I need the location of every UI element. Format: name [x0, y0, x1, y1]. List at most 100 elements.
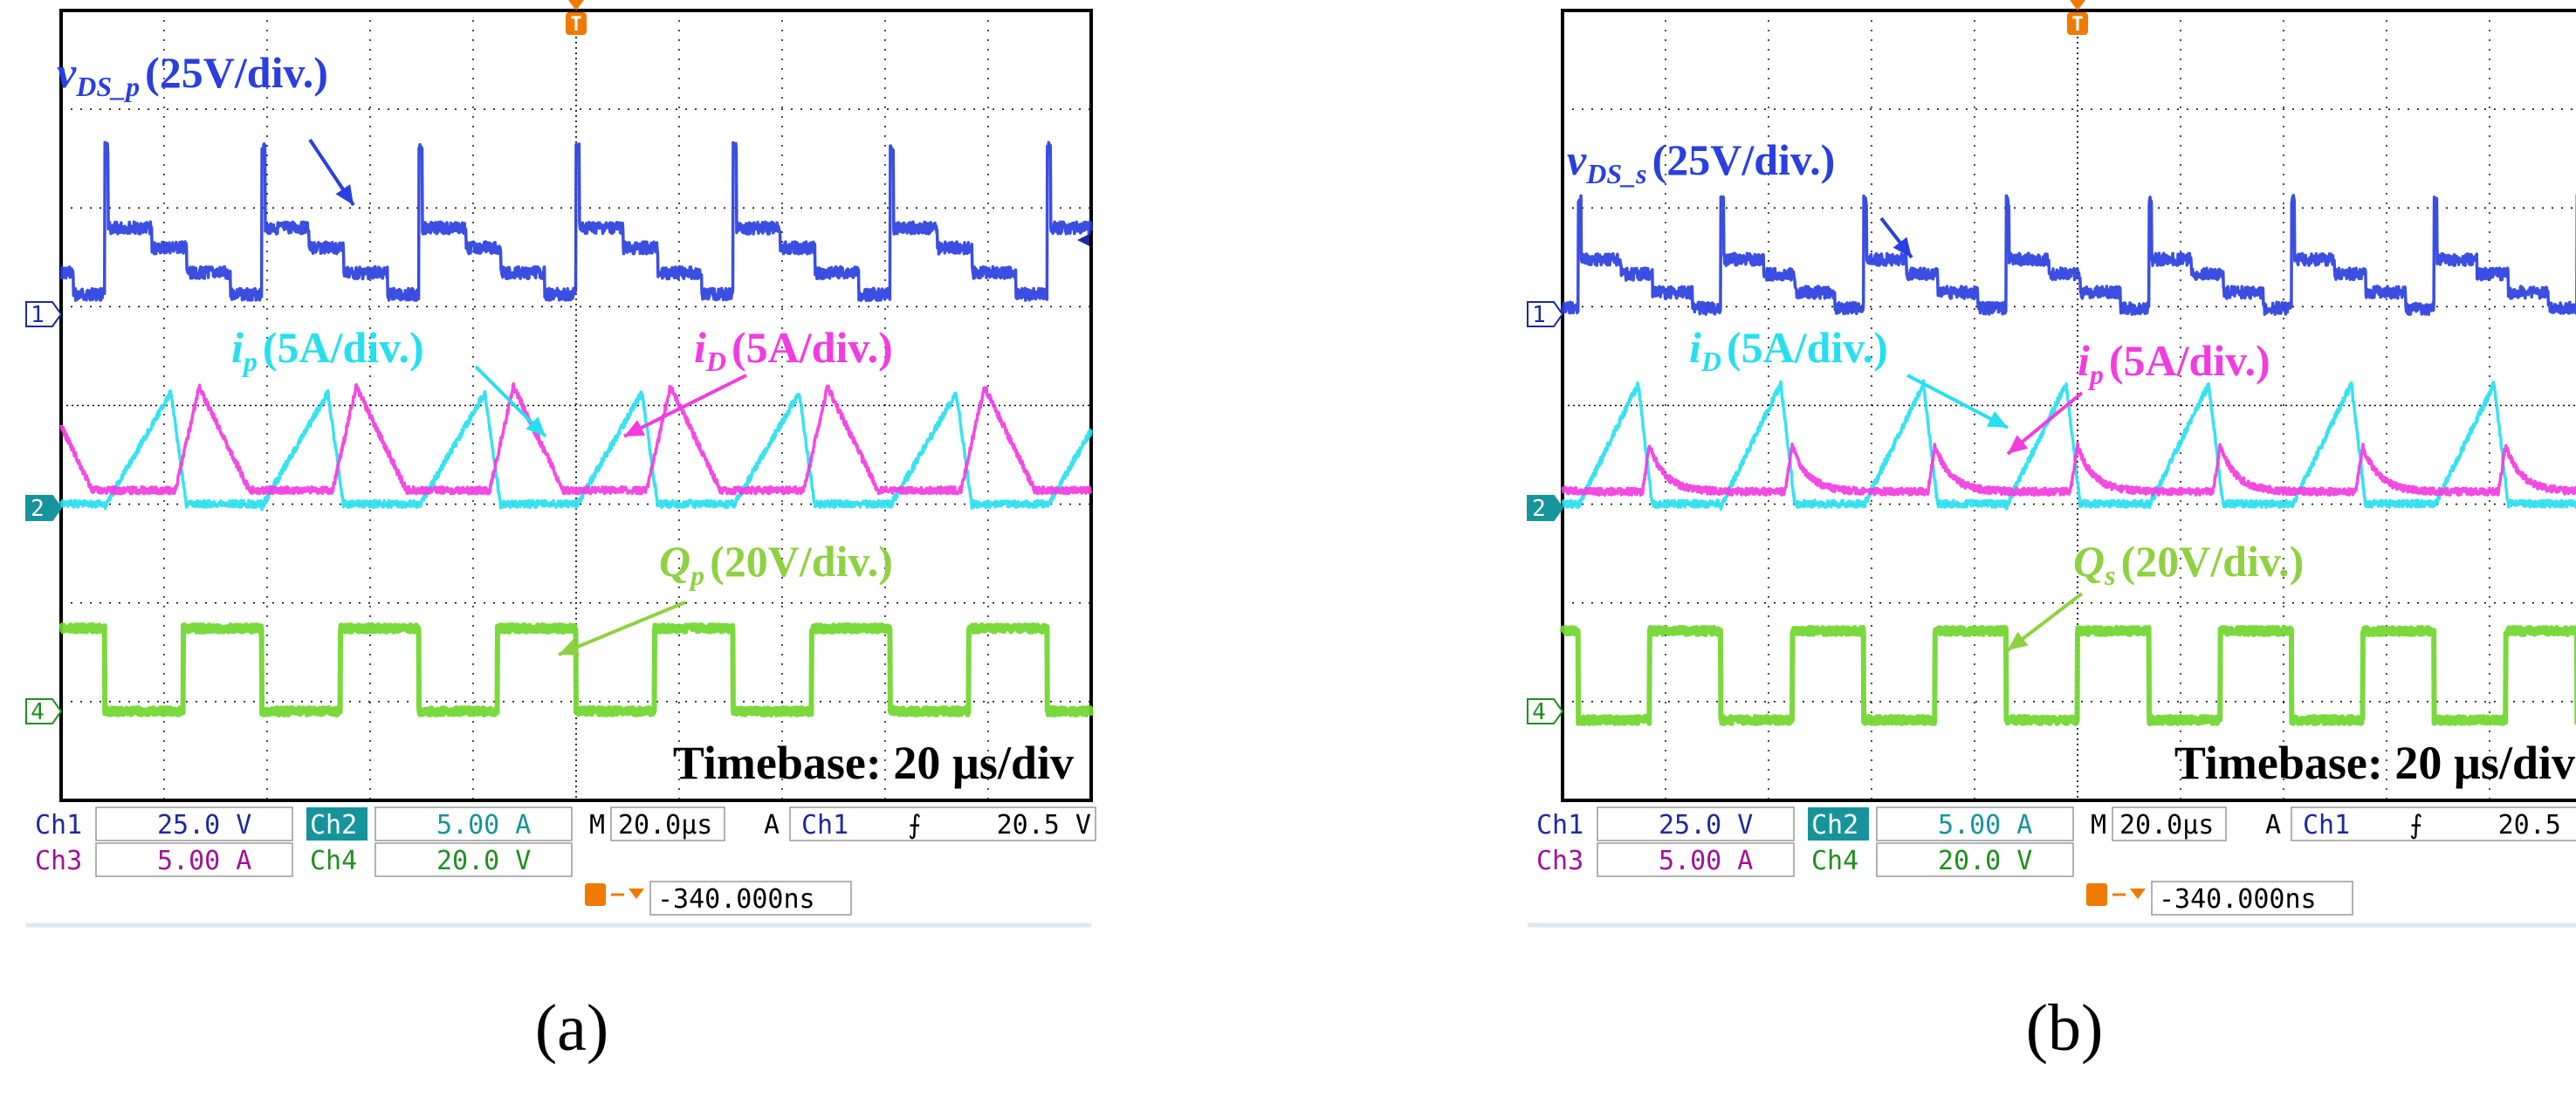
- status-ch2-label: Ch2: [310, 810, 357, 841]
- status-ch3-label: Ch3: [1536, 846, 1583, 876]
- offset-trigger-icon: [585, 883, 606, 906]
- series-label-v_DS_s: vDS_s (25V/div.): [1567, 135, 1835, 189]
- marker-ch1: 1: [25, 301, 63, 328]
- status-ch4-box: [374, 842, 573, 877]
- label-scale: (5A/div.): [263, 323, 424, 372]
- status-offset-box: [649, 881, 852, 916]
- status-bar: Ch1 25.0 V Ch2 5.00 A M 20.0µs A Ch1 ⨍ 20.5 V Ch3 5…: [1528, 806, 2576, 928]
- marker-ch2: 2: [1527, 495, 1564, 522]
- label-sub: p: [2087, 359, 2104, 390]
- label-sub: p: [688, 559, 704, 591]
- label-main: v: [1567, 135, 1587, 184]
- marker-ch2: 2: [25, 495, 63, 522]
- timebase-label: Timebase: 20 µs/div: [673, 737, 1074, 789]
- status-offset-value: -340.000ns: [2159, 884, 2317, 915]
- label-scale: (5A/div.): [1727, 323, 1888, 372]
- status-trig-src: Ch1: [2303, 810, 2350, 841]
- status-ch1-label: Ch1: [1536, 810, 1583, 841]
- trigger-box: [566, 12, 587, 35]
- label-scale: (25V/div.): [145, 48, 328, 97]
- status-m-label: M: [589, 810, 605, 841]
- label-sub: DS_p: [75, 71, 140, 102]
- panel-label-b: (b): [2025, 992, 2104, 1065]
- status-ch3-box: [1597, 842, 1795, 877]
- label-scale: (5A/div.): [732, 323, 893, 372]
- status-ch3-box: [95, 842, 293, 877]
- status-trig-level: 20.5 V: [997, 810, 1091, 841]
- marker-ch4: 4: [1527, 698, 1564, 725]
- marker-label: 1: [31, 302, 45, 328]
- label-sub: D: [705, 346, 726, 377]
- label-sub: p: [241, 346, 258, 377]
- status-ch1-value: 25.0 V: [1659, 810, 1753, 841]
- label-arrow: [623, 374, 747, 438]
- marker-label: 2: [31, 496, 45, 522]
- status-ch4-box: [1876, 842, 2074, 877]
- ch1-level-marker: [1077, 234, 1089, 246]
- marker-shape: [25, 301, 63, 327]
- status-ch4-label: Ch4: [310, 846, 357, 876]
- trigger-box: [2067, 12, 2088, 35]
- status-ch4-value: 20.0 V: [436, 846, 531, 876]
- status-trig-level: 20.5 V: [2498, 810, 2576, 841]
- trace-v_DS_s: [1561, 194, 2576, 316]
- marker-shape: [1527, 495, 1564, 521]
- label-main: i: [2078, 336, 2090, 385]
- status-ch2-label: Ch2: [1811, 810, 1858, 841]
- label-Q_p: Qp (20V/div.): [558, 537, 893, 656]
- trigger-arrow: [568, 0, 584, 10]
- status-ch1-label: Ch1: [35, 810, 82, 841]
- status-ch4-label: Ch4: [1811, 846, 1858, 876]
- label-i_p: ip (5A/div.): [231, 323, 547, 438]
- status-ch4-value: 20.0 V: [1938, 846, 2032, 876]
- marker-shape: [25, 495, 63, 521]
- marker-label: 4: [31, 699, 45, 725]
- trigger-label: T: [570, 14, 581, 36]
- status-ch1-box: [95, 806, 293, 841]
- series-label-i_p: ip (5A/div.): [2078, 336, 2270, 390]
- marker-ch1: 1: [1527, 301, 1564, 328]
- status-ch2-label-bg: [306, 807, 368, 841]
- status-ch2-value: 5.00 A: [1938, 810, 2032, 841]
- trace-i_p: [1561, 442, 2576, 497]
- status-trig-mode: A: [764, 810, 780, 841]
- trace-Q_s: [1560, 625, 2576, 726]
- label-scale: (25V/div.): [1652, 135, 1836, 184]
- status-offset-value: -340.000ns: [657, 884, 815, 915]
- series-label-v_DS_p: vDS_p (25V/div.): [57, 48, 328, 102]
- series-label-i_p: ip (5A/div.): [231, 323, 424, 377]
- marker-ch4: 4: [25, 698, 63, 725]
- label-arrowhead: [624, 420, 646, 436]
- status-ch2-value: 5.00 A: [436, 810, 531, 841]
- label-i_p: ip (5A/div.): [2006, 336, 2270, 456]
- label-arrowhead: [2008, 631, 2029, 650]
- label-main: i: [694, 323, 706, 372]
- label-arrowhead: [335, 184, 354, 205]
- label-v_DS_s: vDS_s (25V/div.): [1567, 135, 1913, 259]
- series-label-i_D: iD (5A/div.): [694, 323, 893, 377]
- label-main: i: [231, 323, 244, 372]
- marker-label: 2: [1532, 496, 1546, 522]
- marker-label: 1: [1532, 302, 1546, 328]
- label-Q_s: Qs (20V/div.): [2006, 537, 2304, 652]
- status-m-value: 20.0µs: [618, 810, 712, 841]
- label-arrowhead: [526, 416, 546, 436]
- label-scale: (5A/div.): [2109, 336, 2270, 385]
- status-ch3-value: 5.00 A: [157, 846, 251, 876]
- status-ch2-box: [1876, 806, 2074, 841]
- label-i_D: iD (5A/div.): [1689, 323, 2009, 429]
- label-scale: (20V/div.): [710, 537, 893, 586]
- timebase-label: Timebase: 20 µs/div: [2174, 737, 2575, 789]
- marker-shape: [1527, 301, 1564, 327]
- label-sub: s: [2104, 559, 2115, 591]
- trace-i_D: [1561, 379, 2576, 511]
- label-arrowhead: [1986, 410, 2008, 428]
- marker-shape: [1527, 698, 1564, 724]
- status-ch2-label-bg: [1808, 807, 1869, 841]
- status-ch1-value: 25.0 V: [157, 810, 251, 841]
- label-arrowhead: [559, 639, 580, 655]
- status-trig-slope: ⨍: [2409, 810, 2423, 841]
